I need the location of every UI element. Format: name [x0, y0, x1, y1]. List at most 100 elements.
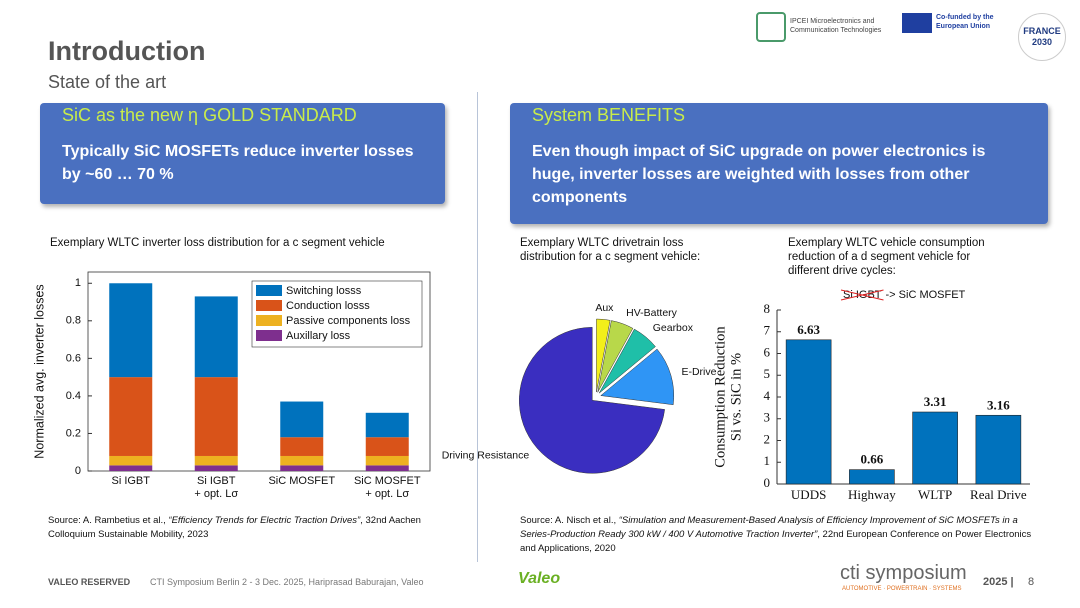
- y-tick-label: 0: [764, 475, 771, 490]
- chart-caption: Exemplary WLTC vehicle consumption reduc…: [788, 237, 985, 277]
- source-prefix: Source: A. Nisch et al.,: [520, 515, 617, 526]
- x-tick-label: SiC MOSFET + opt. Lσ: [353, 475, 421, 500]
- y-tick-label: 1: [764, 453, 771, 468]
- strike-mark: [840, 289, 884, 301]
- x-tick-label: WLTP: [918, 488, 953, 502]
- box-text: Even though impact of SiC upgrade on pow…: [532, 143, 986, 206]
- y-tick-label: 3: [764, 410, 771, 425]
- label-box: UDDS: [790, 488, 827, 502]
- y-axis-label: Si vs. SiC in %: [728, 353, 744, 441]
- ipcei-icon: [756, 12, 786, 42]
- source-suffix: , 32nd Aachen Colloquium Sustainable Mob…: [48, 515, 421, 540]
- chart-caption: Exemplary WLTC drivetrain loss distribut…: [520, 237, 701, 263]
- box-text: Typically SiC MOSFETs reduce inverter lo…: [62, 143, 414, 183]
- legend-label: Auxillary loss: [286, 330, 351, 342]
- eu-logo: Co-funded by the European Union: [936, 14, 994, 30]
- annotation-text: -> SiC MOSFET: [886, 289, 966, 301]
- footer-cti-tag: AUTOMOTIVE · POWERTRAIN · SYSTEMS: [842, 586, 962, 592]
- pie-slice: [600, 348, 675, 406]
- value-label: 0.66: [861, 452, 884, 467]
- value-label: 3.31: [924, 394, 947, 409]
- slice-label: HV-Battery: [626, 307, 678, 319]
- bar-segment: [109, 455, 153, 466]
- bar-segment: [280, 455, 324, 466]
- bar-segment: [194, 377, 238, 456]
- source-title: “Simulation and Measurement-Based Analys…: [520, 515, 1018, 540]
- footer-reserved: VALEO RESERVED: [48, 577, 131, 587]
- label-box: Real Drive: [970, 488, 1027, 502]
- bar: [912, 411, 958, 485]
- bar-segment: [280, 465, 324, 471]
- bar-segment: [365, 455, 409, 466]
- bar: [849, 469, 895, 485]
- page-number: 8: [1028, 576, 1035, 588]
- y-tick-label: 8: [764, 301, 771, 316]
- left-box: SiC as the new η GOLD STANDARD Typically…: [40, 103, 445, 204]
- y-tick-label: 0: [75, 465, 81, 477]
- bar-segment: [194, 465, 238, 471]
- x-tick-label: Highway: [848, 488, 896, 502]
- y-axis-label: Consumption Reduction: [712, 326, 728, 468]
- bar: [785, 339, 832, 485]
- x-tick-label: SiC MOSFET: [268, 475, 336, 487]
- footer-brand: Valeo: [518, 570, 561, 587]
- pie-slice: [596, 318, 611, 393]
- value-label: 3.16: [987, 397, 1010, 412]
- value-label: 6.63: [797, 322, 820, 337]
- x-tick-label: Si IGBT: [111, 475, 150, 487]
- pie-slice: [519, 327, 665, 474]
- box-title: SiC as the new η GOLD STANDARD: [62, 105, 357, 125]
- source-suffix: , 22nd European Conference on Power Elec…: [520, 529, 1032, 554]
- slide-title: Introduction: [48, 36, 206, 66]
- footer-event: CTI Symposium Berlin 2 - 3 Dec. 2025, Ha…: [150, 577, 424, 587]
- bar-segment: [280, 401, 324, 438]
- slice-label: E-Drive: [681, 366, 716, 378]
- y-tick-label: 7: [764, 323, 771, 338]
- source-title: “Efficiency Trends for Electric Traction…: [168, 515, 361, 526]
- y-tick-label: 4: [764, 388, 771, 403]
- france-logo: FRANCE 2030: [1018, 13, 1066, 61]
- slice-label: Gearbox: [653, 322, 694, 334]
- bar-segment: [365, 412, 409, 438]
- slice-label: Driving Resistance: [442, 450, 530, 462]
- right-box: System BENEFITS Even though impact of Si…: [510, 103, 1048, 224]
- legend-swatch: [256, 315, 282, 326]
- chart-caption: Exemplary WLTC inverter loss distributio…: [50, 237, 385, 249]
- bar-segment: [280, 437, 324, 456]
- box-title: System BENEFITS: [532, 105, 686, 125]
- x-tick-label: Real Drive: [970, 488, 1027, 502]
- bar: [975, 414, 1022, 485]
- legend-swatch: [256, 300, 282, 311]
- label-box: WLTP: [918, 488, 953, 502]
- label-box: Si IGBT + opt. Lσ: [194, 475, 239, 500]
- source: Source: A. Nisch et al., “Simulation and…: [520, 514, 1040, 556]
- pie-slice: [597, 320, 634, 393]
- y-tick-label: 0.2: [66, 427, 81, 439]
- legend-swatch: [256, 285, 282, 296]
- divider: [477, 92, 478, 562]
- pie-slice: [598, 328, 656, 394]
- ipcei-logo: IPCEI Microelectronics and Communication…: [790, 18, 882, 34]
- label-box: SiC MOSFET + opt. Lσ: [353, 475, 421, 500]
- x-tick-label: Si IGBT + opt. Lσ: [194, 475, 239, 500]
- bar-segment: [109, 377, 153, 456]
- bar-segment: [109, 283, 153, 378]
- eu-flag: [902, 13, 932, 33]
- bar-segment: [109, 465, 153, 471]
- bar-segment: [194, 455, 238, 466]
- legend-label: Switching losss: [286, 285, 362, 297]
- bar-segment: [194, 296, 238, 378]
- legend-label: Passive components loss: [286, 315, 411, 327]
- slide-subtitle: State of the art: [48, 72, 167, 92]
- y-tick-label: 1: [75, 277, 81, 289]
- y-tick-label: 0.4: [66, 390, 81, 402]
- x-tick-label: UDDS: [790, 488, 827, 502]
- legend-swatch: [256, 330, 282, 341]
- bar-segment: [365, 465, 409, 471]
- legend-label: Conduction losss: [286, 300, 370, 312]
- y-axis-label: Normalized avg. inverter losses: [32, 284, 46, 458]
- y-tick-label: 5: [764, 366, 771, 381]
- y-tick-label: 0.8: [66, 315, 81, 327]
- label-box: SiC MOSFET: [268, 475, 336, 487]
